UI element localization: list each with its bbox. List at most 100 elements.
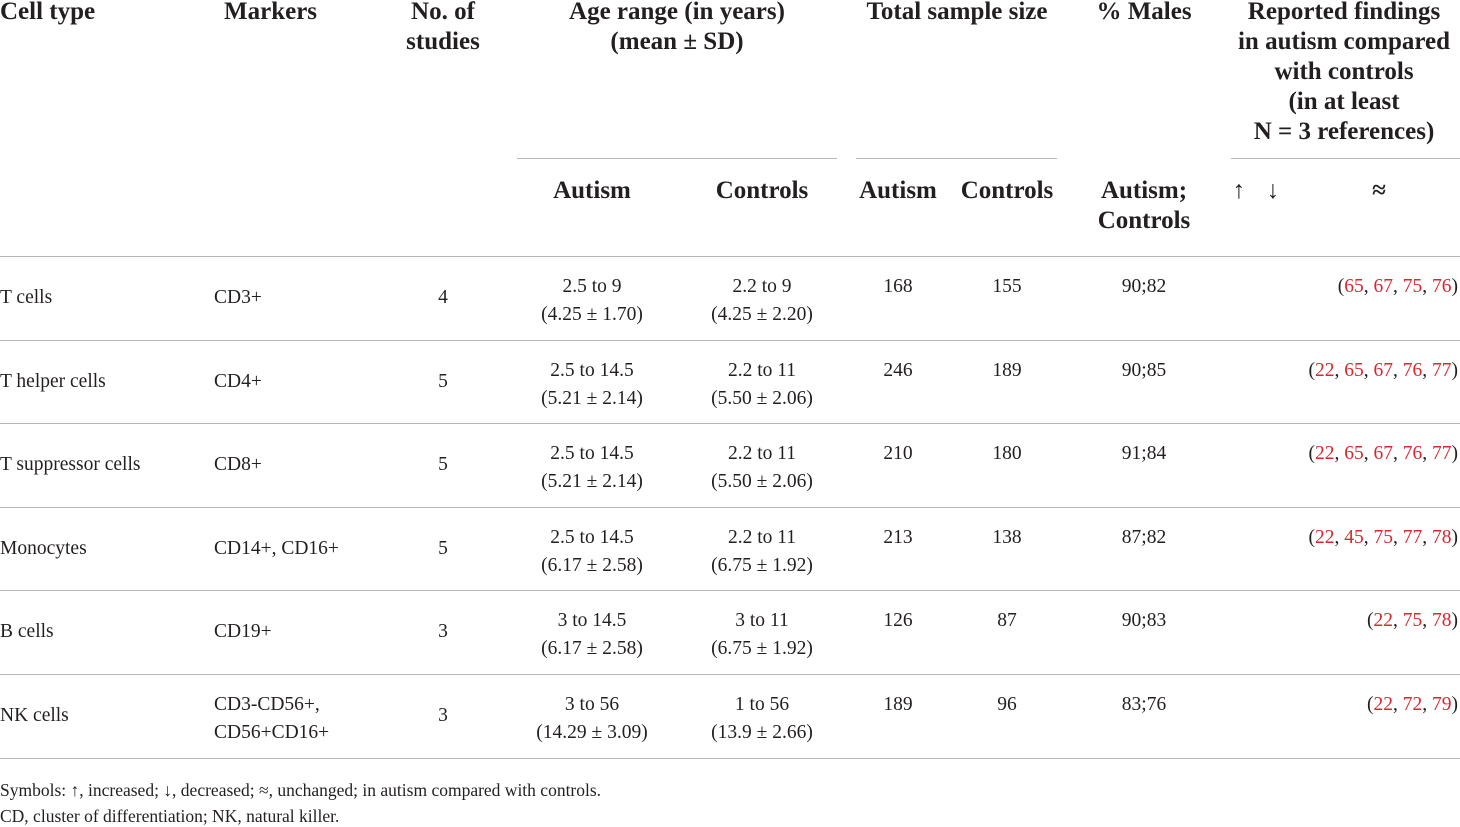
reference-link[interactable]: 65 <box>1344 276 1364 297</box>
row-sample-autism: 168 <box>883 276 913 297</box>
row-age-autism-range: 2.5 to 14.5 <box>550 359 634 381</box>
row-references: (22, 65, 67, 76, 77) <box>1308 359 1459 381</box>
reference-link[interactable]: 76 <box>1402 443 1423 465</box>
reference-link[interactable]: 22 <box>1315 359 1335 381</box>
reference-link[interactable]: 79 <box>1432 694 1452 715</box>
reference-link[interactable]: 65 <box>1344 443 1364 465</box>
row-age-autism-range: 2.5 to 9 <box>562 276 622 297</box>
row-markers: CD8+ <box>214 454 262 476</box>
footnote-abbreviations: CD, cluster of differentiation; NK, natu… <box>0 806 340 826</box>
row-age-controls: 1 to 56 (13.9 ± 2.66) <box>682 691 842 747</box>
reference-link[interactable]: 76 <box>1402 359 1423 381</box>
reference-link[interactable]: 65 <box>1344 359 1364 381</box>
reference-link[interactable]: 77 <box>1432 359 1452 381</box>
row-sample-controls: 180 <box>992 443 1022 465</box>
subheader-males-line2: Controls <box>1097 207 1191 234</box>
row-males: 90;85 <box>1121 359 1167 381</box>
footnote-symbols: Symbols: ↑, increased; ↓, decreased; ≈, … <box>0 780 602 800</box>
header-no-studies-line2: studies <box>406 28 480 55</box>
row-age-controls: 2.2 to 9 (4.25 ± 2.20) <box>682 273 842 329</box>
reference-link[interactable]: 75 <box>1402 610 1423 632</box>
subheader-sample-controls: Controls <box>960 177 1054 204</box>
reference-link[interactable]: 67 <box>1373 359 1394 381</box>
row-studies: 5 <box>438 370 448 392</box>
row-markers-line1: CD3-CD56+, <box>214 694 320 715</box>
row-age-controls-range: 1 to 56 <box>734 694 790 715</box>
row-markers: CD3-CD56+, CD56+CD16+ <box>214 691 329 747</box>
reference-link[interactable]: 67 <box>1373 276 1394 297</box>
header-markers: Markers <box>224 0 318 25</box>
reference-link[interactable]: 77 <box>1402 526 1423 548</box>
row-age-controls-mean: (5.50 ± 2.06) <box>711 387 813 409</box>
reference-link[interactable]: 67 <box>1373 443 1394 465</box>
reference-link[interactable]: 22 <box>1373 610 1394 632</box>
row-cell-type: B cells <box>0 621 54 643</box>
header-age-range: Age range (in years) (mean ± SD) <box>517 0 837 57</box>
row-studies: 4 <box>438 287 448 308</box>
row-references: (22, 75, 78) <box>1367 610 1458 632</box>
row-markers: CD19+ <box>214 621 272 643</box>
header-no-studies-line1: No. of <box>411 0 475 25</box>
reference-link[interactable]: 78 <box>1432 610 1452 632</box>
row-males: 87;82 <box>1121 526 1167 548</box>
row-age-autism: 2.5 to 9 (4.25 ± 1.70) <box>512 273 672 329</box>
subheader-age-controls: Controls <box>715 177 809 204</box>
reference-link[interactable]: 76 <box>1432 276 1452 297</box>
row-sample-autism: 246 <box>883 359 913 381</box>
row-age-autism-range: 3 to 56 <box>564 694 620 715</box>
row-males: 90;83 <box>1121 610 1167 632</box>
row-age-controls: 2.2 to 11 (5.50 ± 2.06) <box>682 357 842 413</box>
header-reported-line3: with controls <box>1274 58 1414 85</box>
reference-link[interactable]: 72 <box>1402 694 1423 715</box>
up-arrow-icon: ↑ <box>1232 177 1246 204</box>
subheader-sample-autism: Autism <box>859 177 937 204</box>
row-age-controls-mean: (5.50 ± 2.06) <box>711 471 813 493</box>
row-cell-type: T suppressor cells <box>0 454 141 476</box>
header-no-studies: No. of studies <box>393 0 493 57</box>
row-markers: CD4+ <box>214 370 262 392</box>
reference-link[interactable]: 75 <box>1373 526 1394 548</box>
reference-link[interactable]: 22 <box>1315 443 1335 465</box>
row-studies: 5 <box>438 454 448 476</box>
row-separator-rule <box>0 506 1460 508</box>
row-sample-controls: 189 <box>992 359 1022 381</box>
row-age-controls-range: 2.2 to 9 <box>732 276 792 297</box>
row-markers-line2: CD56+CD16+ <box>214 722 330 743</box>
row-males: 90;82 <box>1121 276 1167 297</box>
row-separator-rule <box>0 423 1460 425</box>
row-age-controls-range: 3 to 11 <box>735 610 789 632</box>
reference-link[interactable]: 77 <box>1432 443 1452 465</box>
row-age-autism-mean: (5.21 ± 2.14) <box>541 387 643 409</box>
row-age-controls-range: 2.2 to 11 <box>727 526 797 548</box>
row-sample-autism: 213 <box>883 526 913 548</box>
row-age-controls-range: 2.2 to 11 <box>727 443 797 465</box>
row-references: (65, 67, 75, 76) <box>1337 276 1458 297</box>
header-reported-line2: in autism compared <box>1237 28 1451 55</box>
row-age-controls: 3 to 11 (6.75 ± 1.92) <box>682 607 842 663</box>
header-reported-line1: Reported findings <box>1247 0 1441 25</box>
body-top-rule <box>0 256 1460 257</box>
row-studies: 3 <box>438 705 448 726</box>
row-references: (22, 45, 75, 77, 78) <box>1308 526 1459 548</box>
reference-link[interactable]: 78 <box>1432 526 1452 548</box>
reference-link[interactable]: 45 <box>1344 526 1364 548</box>
row-cell-type: Monocytes <box>0 537 87 559</box>
sample-size-spanner-rule <box>856 158 1057 159</box>
row-studies: 5 <box>438 537 448 559</box>
subheader-males: Autism; Controls <box>1084 176 1204 236</box>
row-references: (22, 65, 67, 76, 77) <box>1308 443 1459 465</box>
row-males: 91;84 <box>1121 443 1167 465</box>
approx-equal-icon: ≈ <box>1372 177 1386 204</box>
age-range-spanner-rule <box>517 158 837 159</box>
header-pct-males: % Males <box>1096 0 1192 25</box>
row-age-autism: 2.5 to 14.5 (5.21 ± 2.14) <box>512 357 672 413</box>
row-age-controls-mean: (6.75 ± 1.92) <box>711 638 813 660</box>
reference-link[interactable]: 22 <box>1315 526 1335 548</box>
row-sample-controls: 87 <box>997 610 1017 632</box>
row-age-autism-range: 2.5 to 14.5 <box>550 443 634 465</box>
reference-link[interactable]: 75 <box>1402 276 1423 297</box>
row-sample-autism: 126 <box>883 610 913 632</box>
reference-link[interactable]: 22 <box>1373 694 1394 715</box>
row-age-autism-range: 2.5 to 14.5 <box>550 526 634 548</box>
row-age-autism-mean: (14.29 ± 3.09) <box>536 722 648 743</box>
